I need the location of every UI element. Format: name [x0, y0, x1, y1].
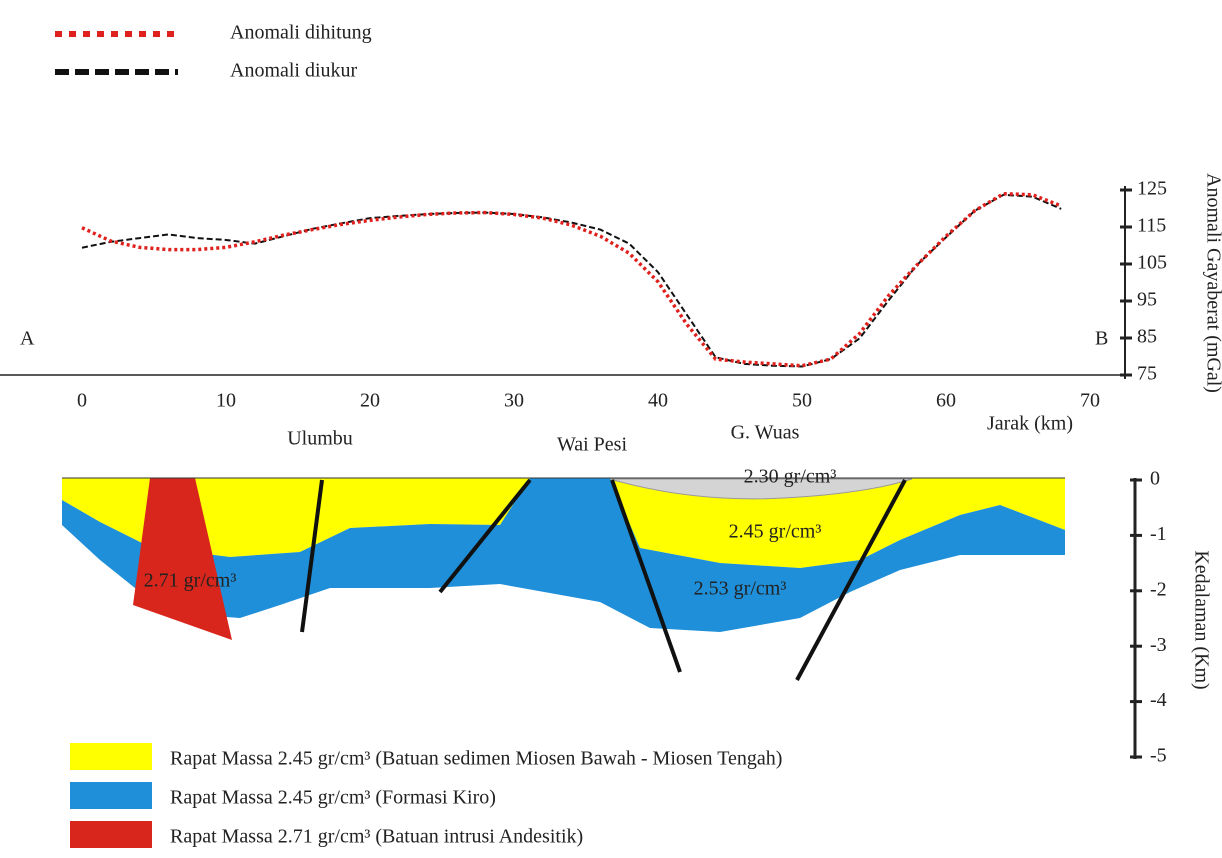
density-label: 2.71 gr/cm³: [144, 570, 237, 592]
y-tick-label: 75: [1137, 363, 1157, 385]
legend-label: Rapat Massa 2.45 gr/cm³ (Formasi Kiro): [170, 787, 496, 809]
place-label: Wai Pesi: [557, 434, 627, 456]
series-line: [82, 195, 1061, 367]
y-tick-label: -1: [1150, 523, 1167, 545]
series-line: [82, 194, 1061, 366]
figure: Anomali dihitung Anomali diukur 0 10 20 30 40 5…: [0, 0, 1222, 858]
end-label: B: [1095, 328, 1108, 350]
x-tick-label: 40: [648, 390, 668, 412]
x-tick-label: 20: [360, 390, 380, 412]
x-tick-label: 10: [216, 390, 236, 412]
x-tick-label: 60: [936, 390, 956, 412]
x-tick-label: 50: [792, 390, 812, 412]
y-tick-label: 115: [1137, 215, 1166, 237]
x-tick-label: 70: [1080, 390, 1100, 412]
y-tick-label: 105: [1137, 252, 1167, 274]
y-tick-label: -5: [1150, 745, 1167, 767]
place-label: G. Wuas: [731, 422, 800, 444]
place-label: Ulumbu: [287, 428, 353, 450]
legend-label: Rapat Massa 2.45 gr/cm³ (Batuan sedimen …: [170, 748, 782, 770]
y-tick-label: 0: [1150, 468, 1160, 490]
x-axis-label: Jarak (km): [987, 413, 1073, 435]
density-label: 2.53 gr/cm³: [694, 578, 787, 600]
density-label: 2.30 gr/cm³: [744, 466, 837, 488]
x-tick-label: 30: [504, 390, 524, 412]
legend-swatch: [70, 821, 152, 848]
legend-label: Rapat Massa 2.71 gr/cm³ (Batuan intrusi …: [170, 826, 583, 848]
y-tick-label: 85: [1137, 326, 1157, 348]
legend-label: Anomali diukur: [230, 60, 358, 82]
x-tick-label: 0: [77, 390, 87, 412]
y-tick-label: -3: [1150, 634, 1167, 656]
legend-label: Anomali dihitung: [230, 22, 372, 44]
y-tick-label: -4: [1150, 689, 1167, 711]
y-tick-label: 95: [1137, 289, 1157, 311]
y-tick-label: -2: [1150, 578, 1167, 600]
legend-swatch: [70, 743, 152, 770]
y-axis-label: Anomali Gayaberat (mGal): [1202, 173, 1222, 393]
legend-swatch: [70, 782, 152, 809]
y-axis-label: Kedalaman (Km): [1190, 550, 1212, 689]
end-label: A: [20, 328, 35, 350]
y-tick-label: 125: [1137, 178, 1167, 200]
density-label: 2.45 gr/cm³: [729, 521, 822, 543]
